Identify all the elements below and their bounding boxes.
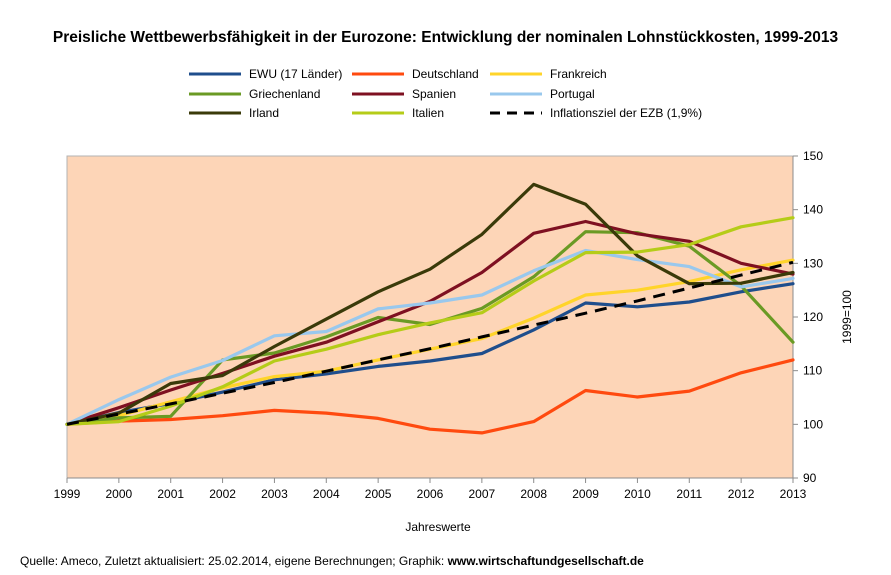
chart-title: Preisliche Wettbewerbsfähigkeit in der E… bbox=[52, 29, 839, 46]
series-line-irland bbox=[65, 182, 795, 426]
legend-label: EWU (17 Länder) bbox=[249, 67, 343, 81]
x-tick-label: 2011 bbox=[676, 487, 702, 501]
y-tick-label: 90 bbox=[803, 471, 817, 485]
x-tick-label: 2007 bbox=[469, 487, 496, 501]
series-line-deutschland bbox=[65, 358, 795, 435]
y-tick-label: 130 bbox=[803, 256, 823, 270]
source-note: Quelle: Ameco, Zuletzt aktualisiert: 25.… bbox=[20, 554, 644, 568]
y-tick-label: 140 bbox=[803, 203, 823, 217]
x-tick-label: 2003 bbox=[261, 487, 288, 501]
y-tick-label: 100 bbox=[803, 417, 823, 431]
legend-swatch bbox=[352, 72, 404, 76]
x-tick-label: 2008 bbox=[520, 487, 547, 501]
legend-swatch bbox=[189, 72, 241, 76]
legend-label: Portugal bbox=[550, 87, 595, 101]
legend-label: Frankreich bbox=[550, 67, 607, 81]
legend-label: Deutschland bbox=[412, 67, 479, 81]
chart-legend: EWU (17 Länder) Deutschland Frankreich Grie… bbox=[0, 0, 891, 130]
x-tick-label: 2010 bbox=[624, 487, 651, 501]
source-text: Quelle: Ameco, Zuletzt aktualisiert: 25.… bbox=[20, 554, 448, 568]
legend-label: Inflationsziel der EZB (1,9%) bbox=[550, 106, 703, 120]
x-tick-label: 2012 bbox=[728, 487, 755, 501]
series-line-inflationsziel-der-ezb-1-9 bbox=[66, 260, 794, 426]
x-tick-label: 2005 bbox=[365, 487, 392, 501]
source-link[interactable]: www.wirtschaftundgesellschaft.de bbox=[447, 554, 644, 568]
legend-swatch bbox=[189, 92, 241, 96]
legend-swatch bbox=[352, 92, 404, 96]
x-tick-label: 1999 bbox=[54, 487, 81, 501]
legend-label: Griechenland bbox=[249, 87, 321, 101]
x-axis-title: Jahreswerte bbox=[405, 520, 471, 534]
x-tick-label: 2013 bbox=[780, 487, 807, 501]
legend-swatch bbox=[189, 111, 241, 115]
y-tick-label: 150 bbox=[803, 149, 823, 163]
legend-swatch bbox=[352, 111, 404, 115]
y-axis-title: 1999=100 bbox=[840, 290, 854, 344]
x-tick-label: 2009 bbox=[572, 487, 599, 501]
y-tick-label: 110 bbox=[803, 364, 822, 378]
legend-label: Italien bbox=[412, 106, 445, 120]
x-tick-label: 2004 bbox=[313, 487, 340, 501]
x-tick-label: 2001 bbox=[157, 487, 184, 501]
plot-area bbox=[66, 155, 794, 479]
series-line-portugal bbox=[65, 248, 795, 426]
x-tick-label: 2006 bbox=[417, 487, 444, 501]
x-tick-label: 2002 bbox=[209, 487, 236, 501]
y-tick-label: 120 bbox=[803, 310, 823, 324]
legend-swatch bbox=[490, 72, 542, 76]
legend-label: Spanien bbox=[412, 87, 457, 101]
x-tick-label: 2000 bbox=[106, 487, 133, 501]
legend-label: Irland bbox=[249, 106, 280, 120]
legend-swatch bbox=[490, 92, 542, 96]
legend-swatch bbox=[490, 111, 542, 115]
